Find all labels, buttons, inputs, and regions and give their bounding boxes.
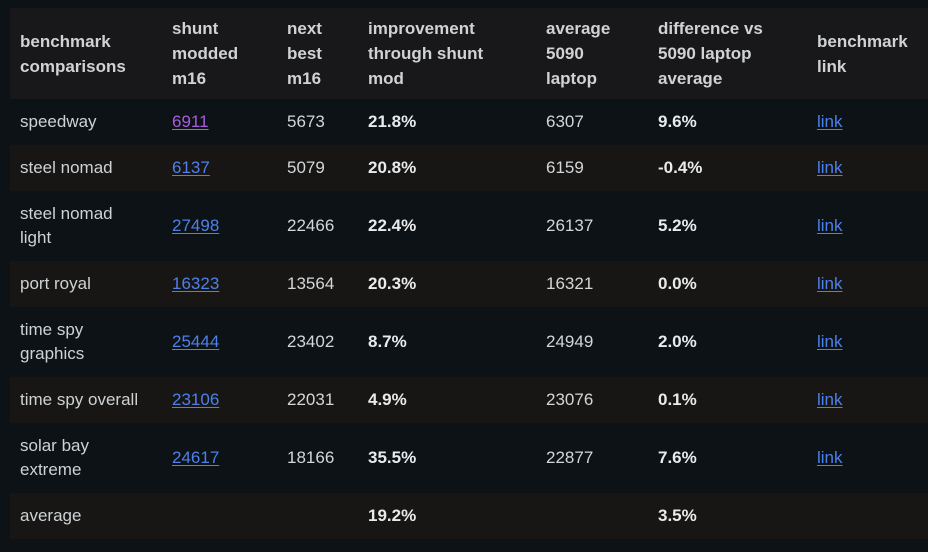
benchmark-link-cell [807, 493, 928, 539]
difference-cell: 9.6% [658, 112, 697, 131]
benchmark-link-cell: link [807, 423, 928, 493]
benchmark-name-cell: average [20, 506, 82, 525]
difference-cell: -0.4% [658, 158, 703, 177]
avg-5090-cell: 23076 [546, 390, 594, 409]
difference-cell: 7.6% [658, 448, 697, 467]
improvement-cell: 35.5% [368, 448, 417, 467]
improvement-cell: 21.8% [368, 112, 417, 131]
column-header-shunt-modded-m16: shunt modded m16 [162, 8, 277, 99]
modded-score-link[interactable]: 25444 [172, 332, 220, 351]
modded-score-link[interactable]: 6137 [172, 158, 210, 177]
modded-score-link[interactable]: 6911 [172, 112, 209, 131]
next-best-cell: 22031 [287, 390, 335, 409]
table-row: port royal 16323 13564 20.3% 16321 0.0% … [10, 261, 928, 307]
table-row: steel nomad 6137 5079 20.8% 6159 -0.4% l… [10, 145, 928, 191]
benchmark-link-cell: link [807, 99, 928, 145]
benchmark-link[interactable]: link [817, 216, 843, 235]
benchmark-link[interactable]: link [817, 274, 843, 293]
column-header-difference-vs-5090: difference vs 5090 laptop average [648, 8, 807, 99]
table-row: time spy graphics 25444 23402 8.7% 24949… [10, 307, 928, 377]
next-best-cell: 5673 [287, 112, 325, 131]
benchmark-link-cell: link [807, 191, 928, 261]
next-best-cell: 13564 [287, 274, 335, 293]
benchmark-table: benchmark comparisons shunt modded m16 n… [10, 8, 928, 539]
table-row: steel nomad light 27498 22466 22.4% 2613… [10, 191, 928, 261]
improvement-cell: 22.4% [368, 216, 417, 235]
column-header-next-best-m16: next best m16 [277, 8, 358, 99]
difference-cell: 3.5% [658, 506, 697, 525]
modded-score-cell [162, 493, 277, 539]
benchmark-link[interactable]: link [817, 448, 843, 467]
benchmark-name-cell: steel nomad light [20, 204, 113, 247]
table-body: speedway 6911 5673 21.8% 6307 9.6% link … [10, 99, 928, 539]
modded-score-cell: 27498 [162, 191, 277, 261]
difference-cell: 5.2% [658, 216, 697, 235]
modded-score-cell: 23106 [162, 377, 277, 423]
difference-cell: 2.0% [658, 332, 697, 351]
avg-5090-cell: 16321 [546, 274, 594, 293]
modded-score-link[interactable]: 23106 [172, 390, 220, 409]
modded-score-cell: 6137 [162, 145, 277, 191]
table-row: average 19.2% 3.5% [10, 493, 928, 539]
benchmark-link-cell: link [807, 261, 928, 307]
header-row: benchmark comparisons shunt modded m16 n… [10, 8, 928, 99]
benchmark-link-cell: link [807, 377, 928, 423]
modded-score-link[interactable]: 24617 [172, 448, 220, 467]
table-row: solar bay extreme 24617 18166 35.5% 2287… [10, 423, 928, 493]
next-best-cell: 22466 [287, 216, 335, 235]
benchmark-name-cell: time spy graphics [20, 320, 85, 363]
next-best-cell [277, 493, 358, 539]
modded-score-cell: 6911 [162, 99, 277, 145]
avg-5090-cell: 6307 [546, 112, 584, 131]
benchmark-link[interactable]: link [817, 112, 843, 131]
avg-5090-cell: 22877 [546, 448, 594, 467]
modded-score-cell: 16323 [162, 261, 277, 307]
avg-5090-cell: 24949 [546, 332, 594, 351]
column-header-average-5090-laptop: average 5090 laptop [536, 8, 648, 99]
modded-score-cell: 25444 [162, 307, 277, 377]
benchmark-link[interactable]: link [817, 332, 843, 351]
benchmark-link[interactable]: link [817, 390, 843, 409]
benchmark-name-cell: time spy overall [20, 390, 139, 409]
table-header: benchmark comparisons shunt modded m16 n… [10, 8, 928, 99]
difference-cell: 0.0% [658, 274, 697, 293]
benchmark-link-cell: link [807, 307, 928, 377]
improvement-cell: 19.2% [368, 506, 417, 525]
table-row: time spy overall 23106 22031 4.9% 23076 … [10, 377, 928, 423]
modded-score-link[interactable]: 27498 [172, 216, 220, 235]
benchmark-name-cell: port royal [20, 274, 91, 293]
modded-score-cell: 24617 [162, 423, 277, 493]
avg-5090-cell [536, 493, 648, 539]
improvement-cell: 20.3% [368, 274, 417, 293]
benchmark-name-cell: steel nomad [20, 158, 113, 177]
column-header-benchmark-link: benchmark link [807, 8, 928, 99]
table-row: speedway 6911 5673 21.8% 6307 9.6% link [10, 99, 928, 145]
next-best-cell: 18166 [287, 448, 335, 467]
next-best-cell: 5079 [287, 158, 325, 177]
avg-5090-cell: 6159 [546, 158, 584, 177]
difference-cell: 0.1% [658, 390, 697, 409]
benchmark-name-cell: speedway [20, 112, 97, 131]
avg-5090-cell: 26137 [546, 216, 594, 235]
improvement-cell: 4.9% [368, 390, 407, 409]
benchmark-link[interactable]: link [817, 158, 843, 177]
next-best-cell: 23402 [287, 332, 335, 351]
column-header-improvement: improvement through shunt mod [358, 8, 536, 99]
benchmark-link-cell: link [807, 145, 928, 191]
improvement-cell: 8.7% [368, 332, 407, 351]
improvement-cell: 20.8% [368, 158, 417, 177]
benchmark-name-cell: solar bay extreme [20, 436, 89, 479]
modded-score-link[interactable]: 16323 [172, 274, 220, 293]
column-header-benchmark-comparisons: benchmark comparisons [10, 8, 162, 99]
